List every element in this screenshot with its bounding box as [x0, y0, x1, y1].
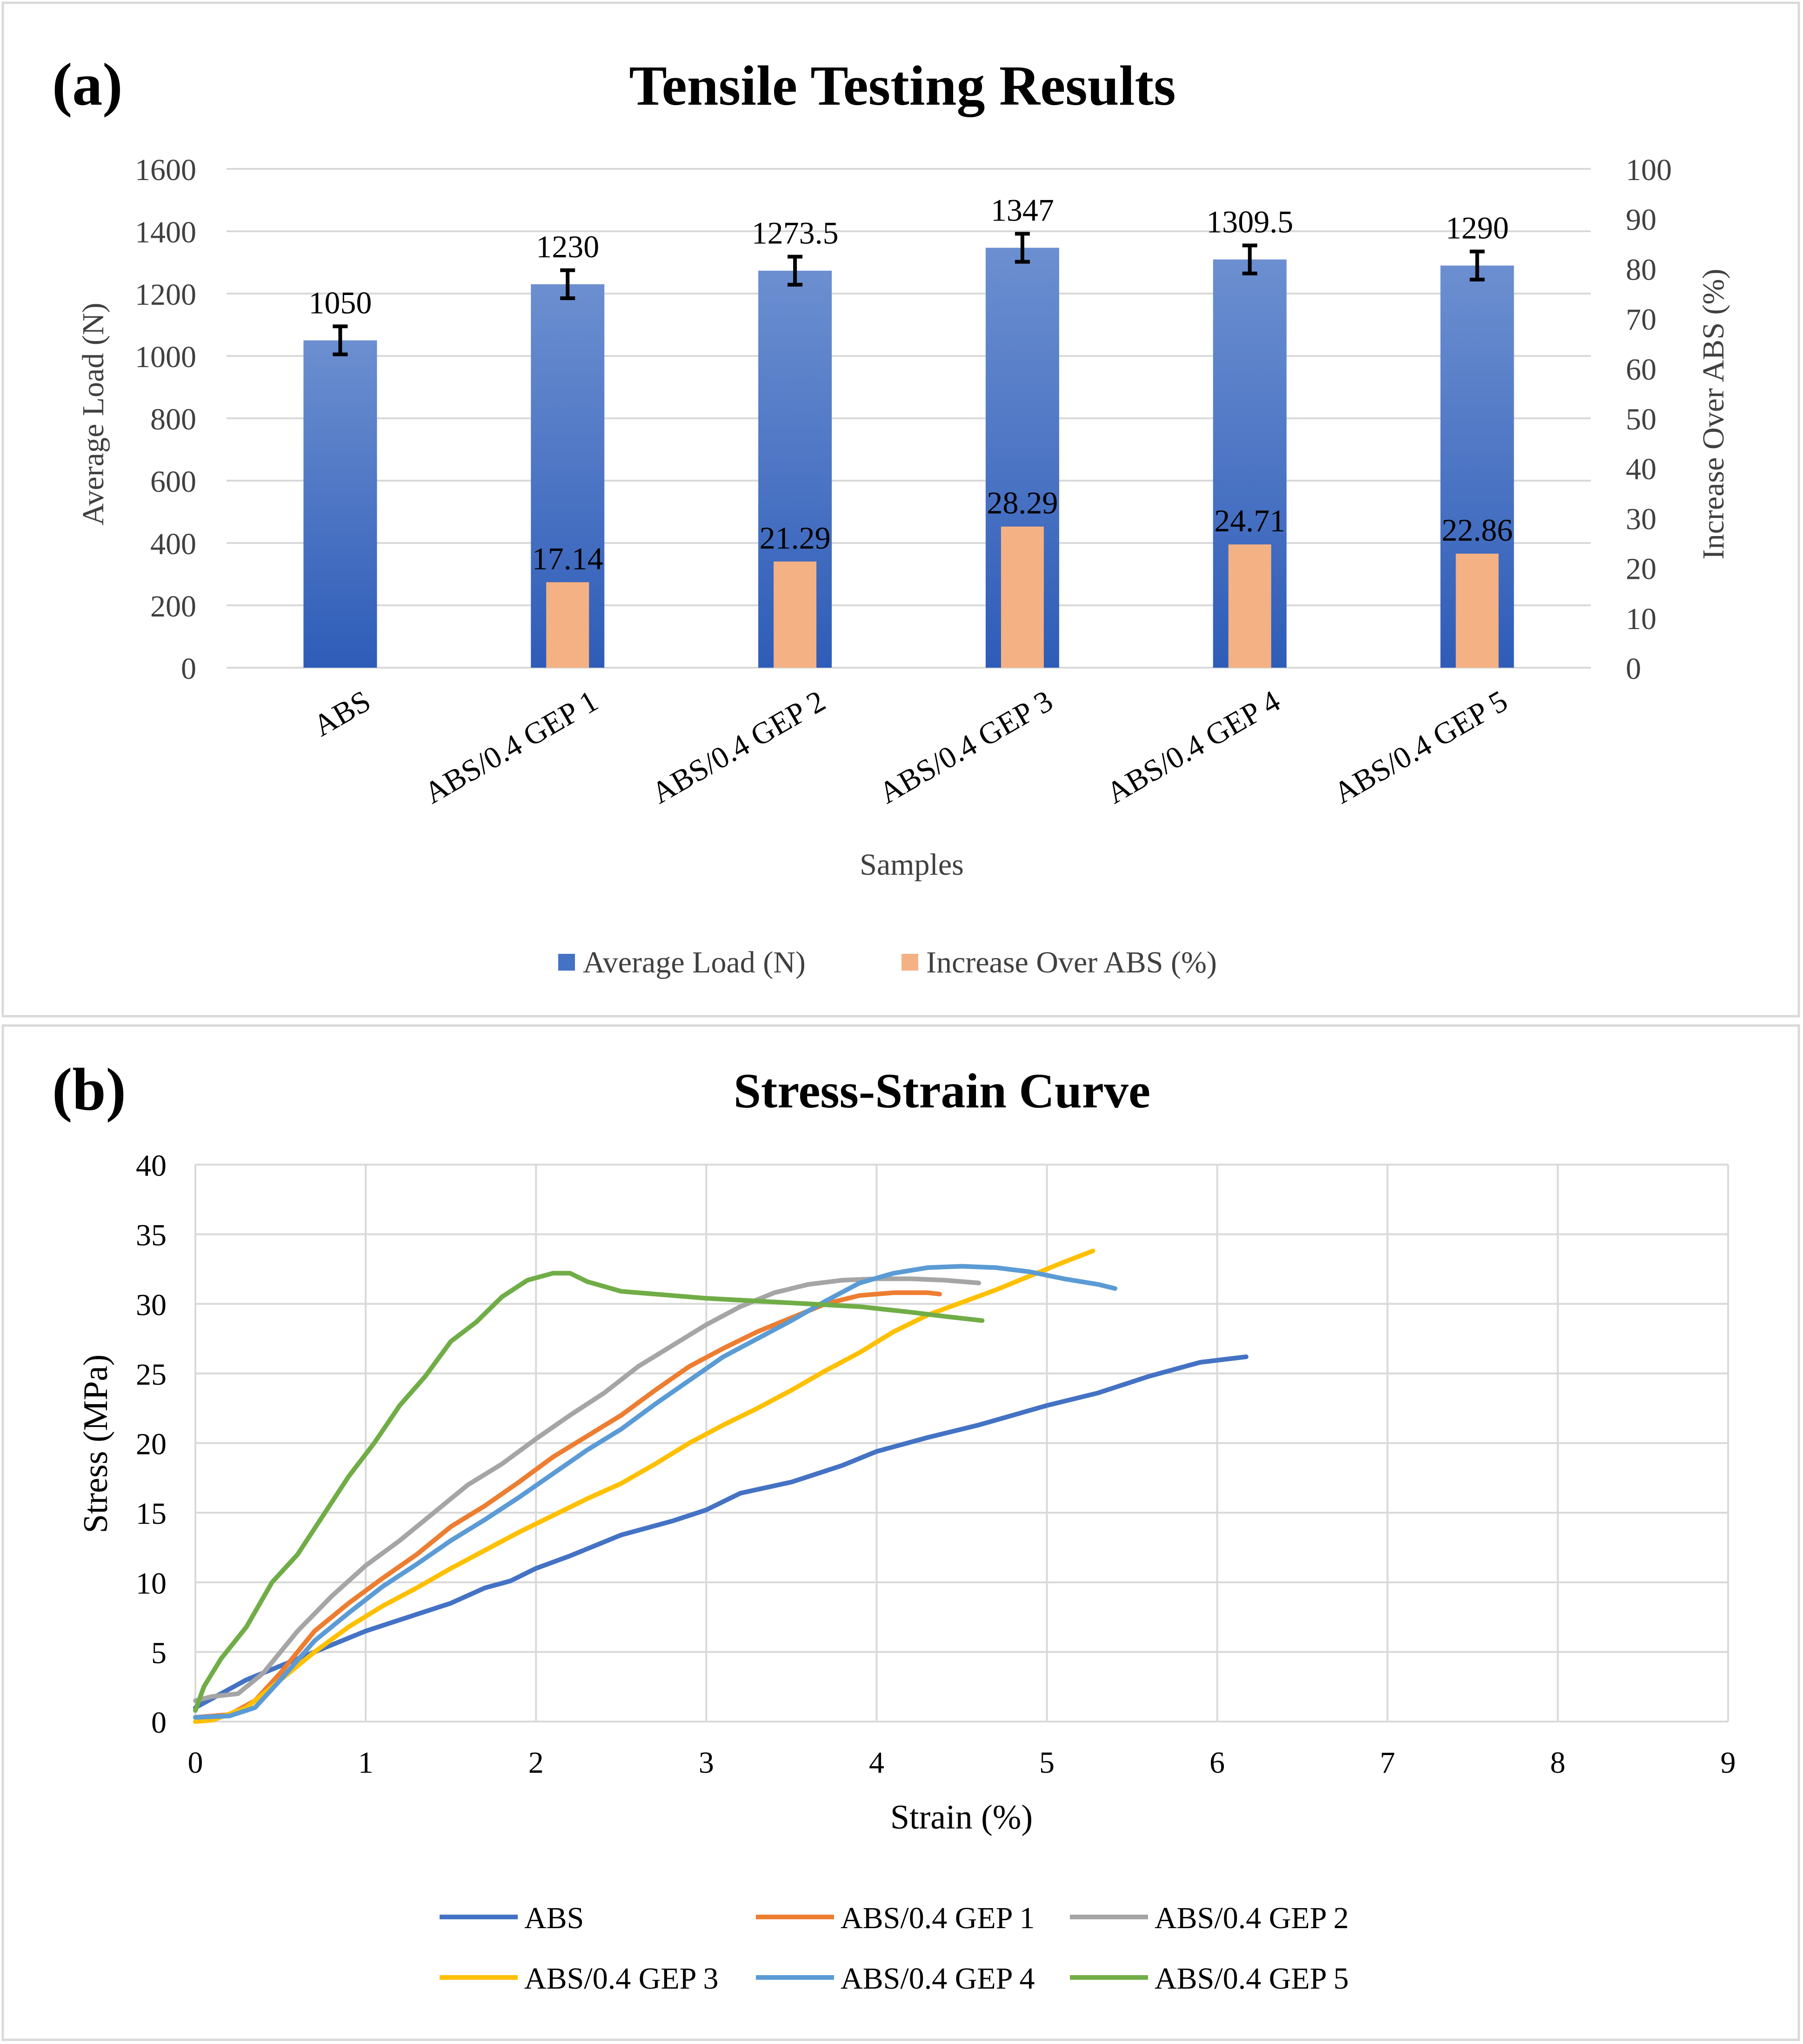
y-tick-label: 0	[181, 652, 196, 686]
y-tick-label: 800	[150, 402, 196, 436]
bar-increase-over-abs	[1228, 544, 1271, 668]
data-label-increase: 28.29	[987, 485, 1058, 521]
y-tick-label: 200	[150, 590, 196, 623]
chart-a-title: Tensile Testing Results	[629, 54, 1175, 117]
y-tick-label: 600	[150, 465, 196, 499]
bar-average-load	[303, 340, 377, 668]
x-tick-label: 4	[869, 1746, 884, 1780]
chart-a-gridlines	[227, 168, 1591, 669]
x-tick-label: 1	[358, 1746, 374, 1780]
y-tick-label: 1600	[135, 153, 196, 187]
y-tick-label: 1400	[135, 215, 196, 249]
series-line	[193, 1248, 1095, 1724]
x-tick-label: 3	[699, 1746, 714, 1780]
series-line	[193, 1271, 985, 1713]
series-line	[193, 1354, 1249, 1710]
y-tick-label: 20	[136, 1427, 167, 1461]
chart-b-y-ticks: 0 5 10 15 20 25 30 35 40	[136, 1149, 167, 1740]
data-label-increase: 17.14	[532, 541, 603, 576]
y-tick-label: 1200	[135, 278, 196, 312]
bar-increase-over-abs	[1001, 526, 1044, 668]
chart-b-xlabel: Strain (%)	[890, 1798, 1033, 1836]
x-tick-label: 8	[1550, 1746, 1565, 1780]
bar-increase-over-abs	[546, 582, 589, 668]
legend-label: ABS/0.4 GEP 1	[841, 1901, 1035, 1935]
chart-a-y2-ticks: 0 10 20 30 40 50 60 70 80 90 100	[1626, 153, 1672, 686]
y2-tick-label: 20	[1626, 552, 1656, 586]
chart-a-bars	[303, 248, 1514, 668]
panel-b: (b) Stress-Strain Curve 0510152025303540…	[1, 1024, 1800, 2041]
panel-b-border	[1, 1024, 1800, 2041]
legend-label: ABS	[524, 1901, 584, 1935]
y2-tick-label: 100	[1626, 153, 1672, 187]
chart-a-y-ticks: 0 200 400 600 800 1000 1200 1400 1600	[135, 153, 196, 686]
data-label-load: 1290	[1446, 210, 1509, 246]
chart-a-data-labels: 1050 1230 17.14 1273.5 21.29 1347 28.29 1309.5 2…	[308, 192, 1513, 576]
panel-a-label: (a)	[52, 51, 123, 118]
data-label-load: 1309.5	[1206, 204, 1293, 239]
x-tick-label: 2	[528, 1746, 544, 1780]
y2-tick-label: 80	[1626, 253, 1656, 287]
legend-label: ABS/0.4 GEP 3	[524, 1962, 718, 1996]
y-tick-label: 10	[136, 1567, 167, 1601]
x-tick-label: 6	[1209, 1746, 1225, 1780]
x-tick-label: 0	[188, 1746, 203, 1780]
y-tick-label: 5	[151, 1636, 167, 1670]
legend-label-increase: Increase Over ABS (%)	[926, 945, 1217, 979]
x-tick-label: 5	[1039, 1746, 1055, 1780]
chart-b-x-ticks: 0 1 2 3 4 5 6 7 8 9	[188, 1746, 1736, 1780]
series-line	[193, 1276, 982, 1703]
x-tick-label: 7	[1380, 1746, 1395, 1780]
data-label-increase: 24.71	[1214, 503, 1285, 538]
chart-b-gridlines	[194, 1164, 1729, 1722]
data-label-load: 1050	[308, 285, 372, 320]
panel-a: (a) Tensile Testing Results 020040060080…	[1, 1, 1800, 1018]
chart-b-lines	[193, 1248, 1249, 1724]
y2-tick-label: 30	[1626, 502, 1656, 536]
legend-label: ABS/0.4 GEP 5	[1155, 1962, 1349, 1996]
chart-b-ylabel: Stress (MPa)	[77, 1354, 115, 1533]
legend-swatch-increase	[902, 954, 918, 971]
legend-label: ABS/0.4 GEP 4	[841, 1962, 1035, 1996]
y-tick-label: 25	[136, 1358, 167, 1392]
y2-tick-label: 0	[1626, 652, 1641, 686]
chart-a-legend: Average Load (N) Increase Over ABS (%)	[558, 945, 1217, 979]
chart-b-title: Stress-Strain Curve	[734, 1064, 1150, 1118]
y2-tick-label: 50	[1626, 402, 1656, 436]
y2-tick-label: 10	[1626, 602, 1656, 636]
x-tick-label: 9	[1721, 1746, 1736, 1780]
chart-a-error-bars	[333, 232, 1485, 356]
chart-a-xlabel: Samples	[860, 848, 964, 882]
y-tick-label: 15	[136, 1497, 167, 1531]
y-tick-label: 400	[150, 527, 196, 561]
y2-tick-label: 40	[1626, 452, 1656, 486]
data-label-load: 1273.5	[752, 215, 839, 251]
chart-a-y2label: Increase Over ABS (%)	[1696, 269, 1730, 560]
data-label-increase: 22.86	[1442, 512, 1513, 548]
data-label-increase: 21.29	[760, 520, 831, 556]
y2-tick-label: 60	[1626, 353, 1656, 387]
y2-tick-label: 70	[1626, 303, 1656, 337]
y-tick-label: 40	[136, 1149, 167, 1183]
series-line	[193, 1264, 1117, 1720]
y2-tick-label: 90	[1626, 203, 1656, 237]
data-label-load: 1347	[991, 192, 1054, 228]
chart-a-ylabel: Average Load (N)	[76, 303, 110, 526]
y-tick-label: 0	[151, 1706, 167, 1740]
bar-increase-over-abs	[774, 561, 817, 668]
legend-swatch-load	[558, 954, 575, 971]
bar-increase-over-abs	[1456, 553, 1499, 668]
data-label-load: 1230	[536, 229, 599, 264]
panel-b-label: (b)	[52, 1056, 126, 1123]
chart-b-legend: ABS ABS/0.4 GEP 1 ABS/0.4 GEP 2 ABS/0.4 GEP…	[440, 1901, 1349, 1996]
series-line	[193, 1290, 942, 1720]
y-tick-label: 30	[136, 1288, 167, 1322]
legend-label-load: Average Load (N)	[583, 945, 806, 979]
y-tick-label: 1000	[135, 340, 196, 374]
y-tick-label: 35	[136, 1219, 167, 1253]
legend-label: ABS/0.4 GEP 2	[1155, 1901, 1349, 1935]
